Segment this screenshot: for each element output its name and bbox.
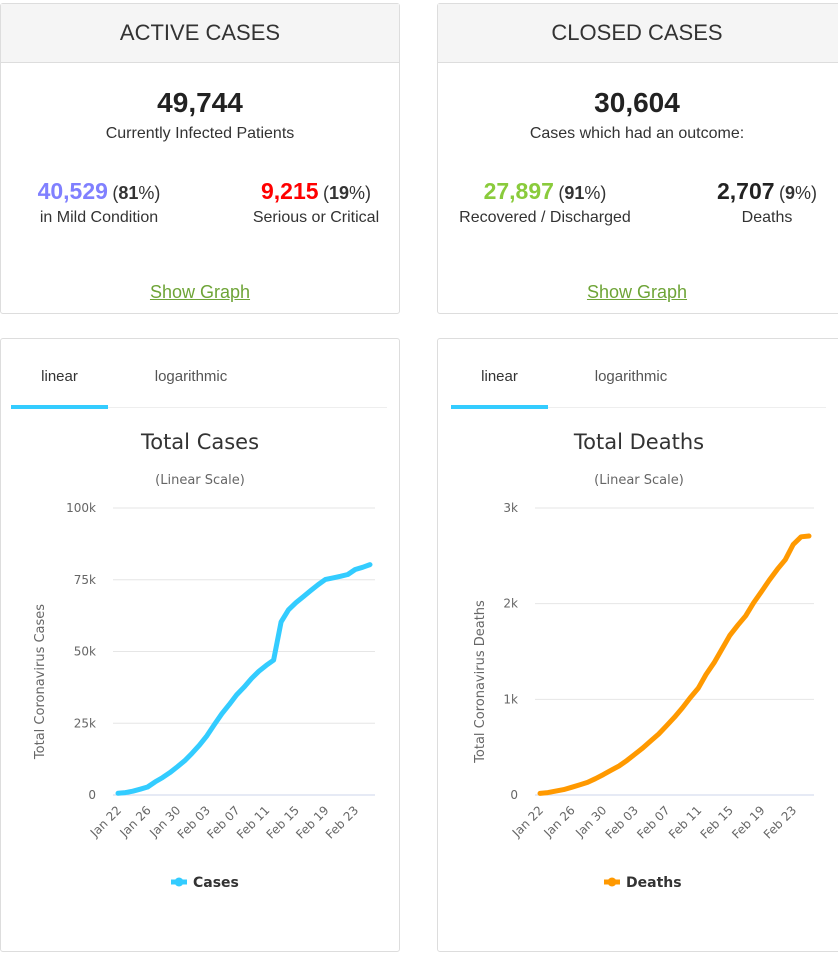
mild-value: 40,529 [37, 178, 108, 204]
tab-linear[interactable]: linear [451, 368, 548, 409]
active-total-label: Currently Infected Patients [105, 125, 295, 142]
tab-linear[interactable]: linear [11, 368, 108, 409]
mild-block: 40,529 (81%) in Mild Condition [18, 178, 180, 227]
x-tick-label: Feb 19 [729, 803, 767, 841]
deaths-value: 2,707 [716, 178, 775, 204]
x-tick-label: Feb 11 [666, 803, 704, 841]
tab-logarithmic[interactable]: logarithmic [141, 369, 241, 405]
deaths-scale-tabs: linear logarithmic [451, 368, 826, 409]
x-tick-label: Jan 26 [541, 803, 578, 840]
recovered-label: Recovered / Discharged [459, 209, 631, 226]
tab-linear-label: linear [481, 368, 518, 385]
y-tick-label: 0 [510, 788, 518, 802]
x-tick-label: Feb 23 [323, 803, 361, 841]
chart-title: Total Deaths [573, 430, 704, 454]
active-tab-indicator [11, 405, 108, 409]
recovered-percent: (91%) [558, 183, 607, 203]
y-axis-label: Total Coronavirus Deaths [473, 600, 488, 764]
x-tick-label: Jan 22 [87, 803, 124, 840]
y-tick-label: 3k [503, 501, 518, 515]
chart-subtitle: (Linear Scale) [155, 473, 245, 488]
y-tick-label: 50k [74, 645, 96, 659]
serious-label: Serious or Critical [252, 209, 380, 226]
recovered-value: 27,897 [483, 178, 554, 204]
closed-total: 30,604 [594, 87, 680, 118]
y-tick-label: 0 [88, 788, 96, 802]
serious-percent: (19%) [322, 183, 372, 203]
x-tick-label: Feb 03 [603, 803, 641, 841]
mild-percent: (81%) [112, 183, 161, 203]
series-line-cases [115, 562, 373, 796]
legend-marker [174, 877, 184, 887]
closed-cases-title: CLOSED CASES [438, 4, 838, 63]
x-tick-label: Jan 26 [117, 803, 154, 840]
deaths-label: Deaths [741, 209, 793, 226]
tab-logarithmic-label: logarithmic [594, 368, 668, 385]
tab-logarithmic-label: logarithmic [154, 368, 228, 385]
legend-label: Cases [193, 875, 239, 891]
chart-subtitle: (Linear Scale) [594, 473, 684, 488]
active-tab-indicator [451, 405, 548, 409]
x-tick-label: Feb 23 [761, 803, 799, 841]
legend-label: Deaths [626, 875, 682, 891]
active-cases-card: ACTIVE CASES 49,744 Currently Infected P… [0, 3, 400, 314]
deaths-block: 2,707 (9%) Deaths [708, 178, 826, 227]
y-tick-label: 2k [503, 597, 518, 611]
deaths-chart-card: linear logarithmic Total Deaths (Linear S… [437, 338, 838, 952]
mild-label: in Mild Condition [39, 209, 159, 226]
y-tick-label: 1k [503, 692, 518, 706]
series-line-deaths [537, 533, 812, 796]
active-show-graph-link[interactable]: Show Graph [149, 282, 251, 302]
y-tick-label: 100k [66, 501, 96, 515]
deaths-chart: Total Deaths (Linear Scale) 0 1k 2k 3k Total C… [473, 430, 814, 891]
cases-chart: Total Cases (Linear Scale) 0 25k 50k 75k 100k T… [33, 430, 375, 891]
serious-value: 9,215 [260, 178, 319, 204]
deaths-percent: (9%) [779, 183, 818, 203]
x-tick-label: Jan 30 [572, 803, 609, 840]
x-tick-label: Jan 22 [509, 803, 546, 840]
serious-block: 9,215 (19%) Serious or Critical [241, 178, 391, 227]
closed-cases-card: CLOSED CASES 30,604 Cases which had an o… [437, 3, 838, 314]
x-tick-label: Feb 15 [698, 803, 736, 841]
closed-total-label: Cases which had an outcome: [529, 125, 745, 142]
y-axis-label: Total Coronavirus Cases [33, 604, 48, 760]
recovered-block: 27,897 (91%) Recovered / Discharged [452, 178, 638, 227]
y-tick-label: 75k [74, 573, 96, 587]
tab-logarithmic[interactable]: logarithmic [581, 369, 681, 405]
active-cases-title: ACTIVE CASES [1, 4, 399, 63]
closed-show-graph-link[interactable]: Show Graph [586, 282, 688, 302]
x-tick-label: Feb 07 [634, 803, 672, 841]
active-total: 49,744 [157, 87, 243, 118]
y-tick-label: 25k [74, 716, 96, 730]
tab-linear-label: linear [41, 368, 78, 385]
cases-scale-tabs: linear logarithmic [11, 368, 387, 409]
cases-chart-card: linear logarithmic Total Cases (Linear Sc… [0, 338, 400, 952]
legend-marker [607, 877, 617, 887]
chart-title: Total Cases [140, 430, 259, 454]
